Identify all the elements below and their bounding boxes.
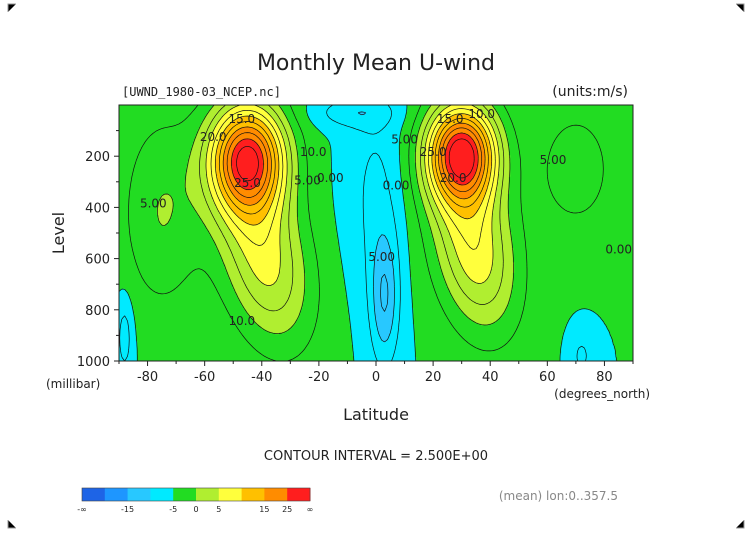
y-axis: 200 400 600 800 1000 [77,130,119,370]
x-tick-label: 40 [482,370,499,385]
x-tick-label: 80 [596,370,613,385]
contour-line [119,104,587,362]
contour-lines [118,104,618,362]
colorbar-swatch [127,488,151,501]
colorbar-swatch [218,488,243,501]
contour-line [205,104,500,286]
contour-line [231,132,479,191]
footnote: (mean) lon:0..357.5 [499,489,618,503]
colorbar-tick-label: -∞ [77,505,87,514]
y-tick-label: 200 [85,150,110,165]
contour-label: 15.0 [228,112,255,126]
crop-marks [7,3,745,529]
contour-line [218,118,489,215]
chart-title: Monthly Mean U-wind [257,51,495,76]
contour-line [380,273,389,312]
contour-line [226,127,483,198]
contour-label: 10.0 [300,145,327,159]
y-tick-label: 800 [85,304,110,319]
colorbar-swatch [287,488,311,501]
y-tick-label: 1000 [77,355,110,370]
colorbar-swatch [196,488,220,501]
contour-line [357,111,395,343]
contour-line [118,104,618,362]
colorbar-swatch [104,488,129,501]
colorbar-tick-label: -15 [121,505,134,514]
contour-interval-text: CONTOUR INTERVAL = 2.500E+00 [264,449,488,464]
contour-label: 0.00 [383,179,410,193]
x-tick-label: 0 [372,370,380,385]
contour-label: 10.0 [468,107,495,121]
x-tick-label: 60 [539,370,556,385]
contour-label: 5.00 [140,196,167,210]
contour-line [210,108,496,250]
contour-label: 0.00 [605,243,632,257]
x-axis-unit: (degrees_north) [554,387,650,401]
contour-labels: 15.020.025.010.05.000.005.0010.010.015.0… [140,107,632,328]
colorbar-tick-label: 0 [193,505,198,514]
contour-label: 15.0 [437,112,464,126]
x-tick-label: -60 [194,370,215,385]
colorbar-swatch [150,488,174,501]
x-tick-label: -20 [308,370,329,385]
contour-label: 20.0 [440,171,467,185]
x-axis-label: Latitude [343,405,409,424]
colorbar-swatch [264,488,288,501]
y-tick-label: 400 [85,201,110,216]
contour-label: 5.00 [294,173,321,187]
contour-line [199,104,505,312]
contour-label: 5.00 [540,153,567,167]
y-axis-label: Level [49,212,68,254]
contour-label: 5.00 [368,250,395,264]
contour-line [157,104,514,334]
units-label: (units:m/s) [552,84,628,100]
colorbar: -∞ -15 -5 0 5 15 25 ∞ [77,487,314,514]
x-tick-label: -80 [137,370,158,385]
contour-label: 25.0 [420,145,447,159]
colorbar-tick-label: ∞ [307,505,314,514]
colorbar-swatch [82,488,106,501]
contour-label: 10.0 [228,314,255,328]
contour-line [215,113,493,226]
plot-area: 15.020.025.010.05.000.005.0010.010.015.0… [118,104,634,362]
colorbar-tick-label: 25 [282,505,292,514]
contour-label: 25.0 [234,176,261,190]
x-axis: -80 -60 -40 -20 0 20 40 60 80 [118,361,634,385]
contour-line [128,104,604,362]
colorbar-frame [81,487,311,502]
y-tick-label: 600 [85,253,110,268]
contour-line [222,122,486,206]
colorbar-tick-label: 15 [259,505,269,514]
contour-label: 5.00 [391,132,418,146]
colorbar-tick-label: -5 [169,505,177,514]
x-tick-label: 20 [425,370,442,385]
file-label: [UWND_1980-03_NCEP.nc] [122,85,281,99]
x-tick-label: -40 [251,370,272,385]
y-axis-unit: (millibar) [46,377,100,391]
contour-label: 0.00 [317,171,344,185]
colorbar-swatch [173,488,197,501]
contour-line [236,138,475,182]
colorbar-tick-label: 5 [216,505,221,514]
colorbar-swatch [241,488,265,501]
wind-field-image [119,105,633,361]
contour-label: 20.0 [200,130,227,144]
